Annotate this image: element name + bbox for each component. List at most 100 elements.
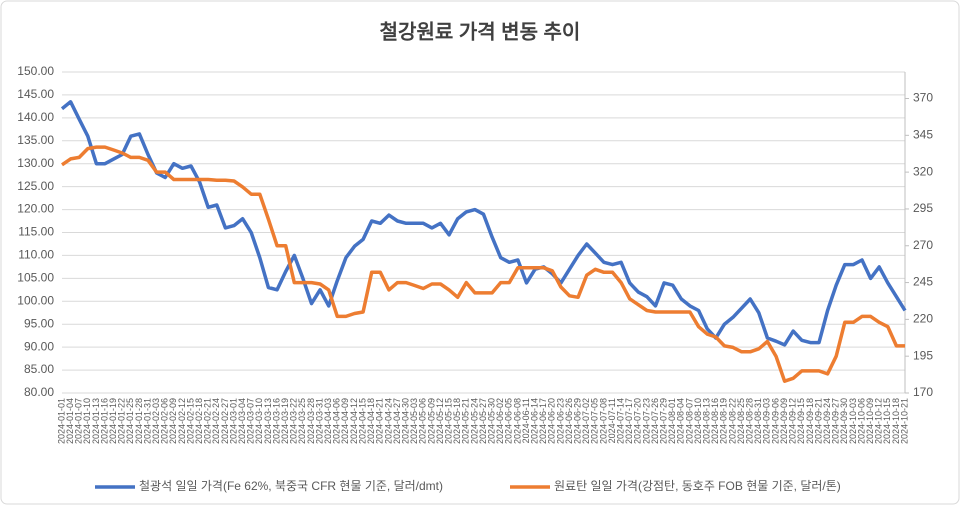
- x-tick-label: 2024-10-06: [856, 398, 866, 444]
- x-tick-label: 2024-05-09: [426, 398, 436, 444]
- y-tick-label: 95.00: [24, 316, 54, 330]
- y-tick-label: 130.00: [17, 156, 54, 170]
- x-tick-label: 2024-10-21: [899, 398, 909, 444]
- x-tick-label: 2024-01-28: [134, 398, 144, 444]
- y2-tick-label: 170: [913, 385, 933, 399]
- x-tick-label: 2024-04-21: [375, 398, 385, 444]
- x-tick-label: 2024-08-28: [745, 398, 755, 444]
- legend-label: 원료탄 일일 가격(강점탄, 동호주 FOB 현물 기준, 달러/톤): [554, 479, 841, 493]
- x-tick-label: 2024-07-29: [659, 398, 669, 444]
- x-tick-label: 2024-08-19: [719, 398, 729, 444]
- x-tick-label: 2024-02-12: [177, 398, 187, 444]
- x-tick-label: 2024-10-03: [848, 398, 858, 444]
- x-tick-label: 2024-08-13: [702, 398, 712, 444]
- x-tick-label: 2024-02-06: [160, 398, 170, 444]
- y2-tick-label: 270: [913, 238, 933, 252]
- y-tick-label: 145.00: [17, 87, 54, 101]
- x-tick-label: 2024-03-07: [246, 398, 256, 444]
- x-tick-label: 2024-02-21: [203, 398, 213, 444]
- x-tick-label: 2024-06-17: [538, 398, 548, 444]
- x-tick-label: 2024-09-09: [779, 398, 789, 444]
- y2-tick-label: 320: [913, 164, 933, 178]
- x-tick-label: 2024-03-16: [271, 398, 281, 444]
- y-tick-label: 120.00: [17, 202, 54, 216]
- x-tick-label: 2024-05-03: [409, 398, 419, 444]
- x-tick-label: 2024-06-26: [564, 398, 574, 444]
- x-tick-label: 2024-04-30: [400, 398, 410, 444]
- x-tick-label: 2024-10-18: [891, 398, 901, 444]
- y-tick-label: 105.00: [17, 271, 54, 285]
- y2-tick-label: 370: [913, 91, 933, 105]
- x-tick-label: 2024-07-17: [624, 398, 634, 444]
- y2-tick-label: 295: [913, 201, 933, 215]
- x-tick-label: 2024-07-20: [633, 398, 643, 444]
- x-tick-label: 2024-01-22: [117, 398, 127, 444]
- x-tick-label: 2024-06-20: [547, 398, 557, 444]
- x-tick-label: 2024-06-05: [504, 398, 514, 444]
- x-tick-label: 2024-08-10: [693, 398, 703, 444]
- x-tick-label: 2024-04-24: [383, 398, 393, 444]
- x-tick-label: 2024-02-03: [151, 398, 161, 444]
- x-tick-label: 2024-01-01: [56, 398, 66, 444]
- y-tick-label: 110.00: [18, 248, 54, 262]
- y-tick-label: 125.00: [17, 179, 54, 193]
- x-tick-label: 2024-03-10: [254, 398, 264, 444]
- x-tick-label: 2024-01-04: [65, 398, 75, 444]
- y-tick-label: 150.00: [17, 64, 54, 78]
- x-tick-label: 2024-09-15: [796, 398, 806, 444]
- x-tick-label: 2024-08-31: [753, 398, 763, 444]
- x-tick-label: 2024-07-02: [581, 398, 591, 444]
- x-tick-label: 2024-07-23: [641, 398, 651, 444]
- x-tick-label: 2024-03-19: [280, 398, 290, 444]
- x-tick-label: 2024-03-22: [289, 398, 299, 444]
- x-tick-label: 2024-03-31: [314, 398, 324, 444]
- x-tick-label: 2024-09-24: [822, 398, 832, 444]
- x-tick-label: 2024-06-08: [512, 398, 522, 444]
- x-tick-label: 2024-06-23: [555, 398, 565, 444]
- x-tick-label: 2024-02-27: [220, 398, 230, 444]
- x-tick-label: 2024-02-24: [211, 398, 221, 444]
- x-tick-label: 2024-06-14: [529, 398, 539, 444]
- x-tick-label: 2024-09-12: [788, 398, 798, 444]
- x-tick-label: 2024-06-02: [495, 398, 505, 444]
- x-tick-label: 2024-05-15: [443, 398, 453, 444]
- x-tick-label: 2024-07-11: [607, 398, 617, 443]
- x-tick-label: 2024-05-06: [418, 398, 428, 444]
- x-tick-label: 2024-08-22: [727, 398, 737, 444]
- x-tick-label: 2024-07-26: [650, 398, 660, 444]
- x-tick-label: 2024-04-12: [349, 398, 359, 444]
- x-tick-label: 2024-07-08: [598, 398, 608, 444]
- y-tick-label: 140.00: [17, 110, 54, 124]
- x-tick-label: 2024-04-03: [323, 398, 333, 444]
- x-tick-label: 2024-04-18: [366, 398, 376, 444]
- x-tick-label: 2024-08-01: [667, 398, 677, 444]
- x-tick-label: 2024-01-16: [99, 398, 109, 444]
- x-tick-label: 2024-04-06: [332, 398, 342, 444]
- x-tick-label: 2024-06-29: [572, 398, 582, 444]
- x-tick-label: 2024-08-16: [710, 398, 720, 444]
- x-tick-label: 2024-06-11: [521, 398, 531, 443]
- x-tick-label: 2024-08-04: [676, 398, 686, 444]
- y-tick-label: 90.00: [24, 339, 54, 353]
- x-tick-label: 2024-04-09: [340, 398, 350, 444]
- x-tick-label: 2024-05-21: [461, 398, 471, 444]
- x-tick-label: 2024-09-18: [805, 398, 815, 444]
- chart-title: 철강원료 가격 변동 추이: [380, 20, 581, 43]
- x-tick-label: 2024-08-25: [736, 398, 746, 444]
- x-tick-label: 2024-02-09: [168, 398, 178, 444]
- x-tick-label: 2024-04-15: [357, 398, 367, 444]
- y2-tick-label: 195: [913, 348, 933, 362]
- x-tick-label: 2024-01-13: [91, 398, 101, 444]
- x-tick-label: 2024-01-10: [82, 398, 92, 444]
- x-tick-label: 2024-07-05: [590, 398, 600, 444]
- y-tick-label: 135.00: [17, 133, 54, 147]
- x-tick-label: 2024-01-25: [125, 398, 135, 444]
- y-tick-label: 80.00: [24, 385, 54, 399]
- x-tick-label: 2024-09-03: [762, 398, 772, 444]
- x-tick-label: 2024-08-07: [684, 398, 694, 444]
- x-tick-label: 2024-09-30: [839, 398, 849, 444]
- series-line: [61, 145, 905, 383]
- x-tick-label: 2024-10-15: [882, 398, 892, 444]
